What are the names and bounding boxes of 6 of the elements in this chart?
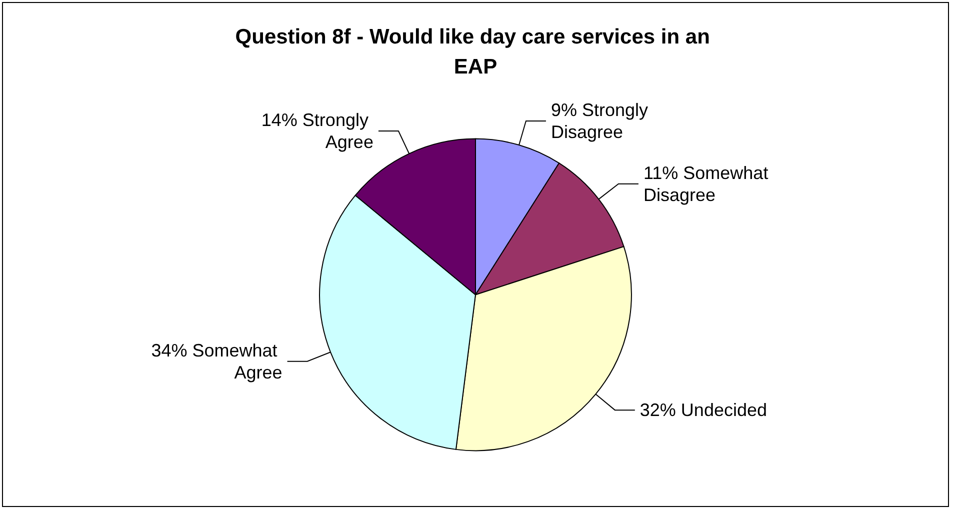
slice-label: 14% Strongly Agree	[261, 110, 374, 152]
slice-label: 11% Somewhat Disagree	[643, 162, 774, 205]
slice-label: 9% Strongly Disagree	[550, 100, 654, 142]
chart-title: Question 8f - Would like day care services in an EAP	[235, 26, 716, 78]
slice-label: 32% Undecided	[640, 400, 768, 420]
slice-label: 34% Somewhat Agree	[151, 340, 282, 382]
